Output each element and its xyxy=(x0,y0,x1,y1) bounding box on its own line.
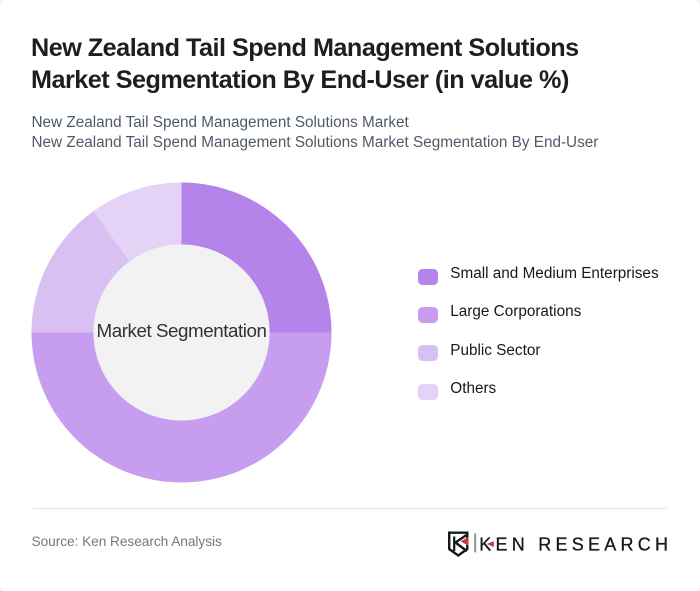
svg-text:KEN RESEARCH: KEN RESEARCH xyxy=(479,535,672,555)
